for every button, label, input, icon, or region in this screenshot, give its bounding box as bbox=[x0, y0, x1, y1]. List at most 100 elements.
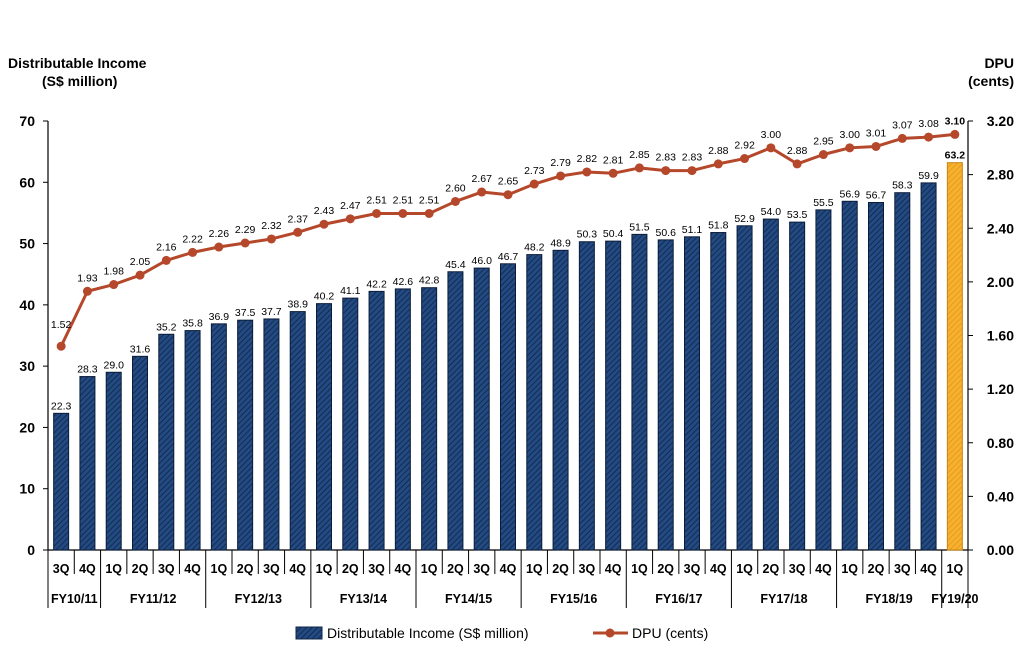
dpu-data-label: 1.93 bbox=[77, 272, 98, 284]
income-bar bbox=[631, 233, 648, 551]
quarter-label: 2Q bbox=[447, 562, 464, 576]
quarter-label: 4Q bbox=[79, 562, 96, 576]
quarter-label: 4Q bbox=[710, 562, 727, 576]
fiscal-year-label: FY17/18 bbox=[760, 592, 807, 606]
income-bar bbox=[552, 249, 569, 551]
dpu-marker bbox=[845, 143, 855, 153]
income-bar bbox=[684, 236, 700, 551]
right-tick-label: 2.00 bbox=[987, 274, 1014, 290]
fiscal-year-label: FY12/13 bbox=[235, 592, 282, 606]
dpu-data-label: 2.95 bbox=[813, 136, 834, 148]
fiscal-year-label: FY14/15 bbox=[445, 592, 492, 606]
dpu-data-label: 1.52 bbox=[51, 319, 72, 331]
quarter-label: 4Q bbox=[605, 562, 622, 576]
right-tick-label: 0.80 bbox=[987, 435, 1014, 451]
income-bar bbox=[920, 182, 937, 551]
dpu-data-label: 2.16 bbox=[156, 241, 177, 253]
income-data-label: 50.6 bbox=[655, 227, 676, 239]
dpu-data-label: 2.26 bbox=[209, 228, 230, 240]
income-data-label: 51.5 bbox=[629, 221, 650, 233]
quarter-label: 3Q bbox=[579, 562, 596, 576]
left-tick-label: 10 bbox=[19, 481, 35, 497]
income-data-label: 51.1 bbox=[682, 224, 703, 236]
left-tick-label: 50 bbox=[19, 236, 35, 252]
quarter-label: 4Q bbox=[920, 562, 937, 576]
income-bar bbox=[578, 241, 595, 551]
income-data-label: 31.6 bbox=[130, 343, 151, 355]
income-data-label: 50.4 bbox=[603, 228, 624, 240]
quarter-label: 1Q bbox=[421, 562, 438, 576]
dpu-marker bbox=[740, 154, 750, 164]
income-data-label: 58.3 bbox=[892, 180, 913, 192]
dpu-data-label: 2.88 bbox=[708, 145, 729, 157]
income-bar bbox=[368, 290, 385, 551]
income-bar bbox=[394, 288, 411, 551]
income-data-label: 42.6 bbox=[393, 276, 414, 288]
quarter-label: 4Q bbox=[184, 562, 201, 576]
income-data-label: 51.8 bbox=[708, 220, 729, 232]
right-tick-label: 1.60 bbox=[987, 328, 1014, 344]
dpu-line-layer bbox=[56, 129, 960, 351]
dpu-marker bbox=[818, 150, 828, 160]
dpu-marker bbox=[424, 209, 434, 219]
legend-marker-dpu bbox=[605, 628, 615, 638]
legend: Distributable Income (S$ million) DPU (c… bbox=[295, 625, 708, 641]
x-axis-layer: 3Q 4Q 1Q 2Q 3Q 4Q 1Q 2Q 3Q 4Q 1Q 2Q 3Q 4Q 1Q 2Q 3Q 4Q 1Q 2Q… bbox=[47, 550, 979, 608]
dpu-data-label: 2.67 bbox=[471, 173, 492, 185]
right-tick-label: 2.40 bbox=[987, 220, 1014, 236]
bars-layer bbox=[53, 162, 963, 551]
income-bar bbox=[946, 162, 963, 551]
right-tick-label: 3.20 bbox=[987, 113, 1014, 129]
dpu-data-label: 2.73 bbox=[524, 165, 545, 177]
income-data-label: 52.9 bbox=[734, 213, 755, 225]
income-data-label: 50.3 bbox=[577, 229, 598, 241]
fiscal-year-label: FY10/11 bbox=[51, 592, 98, 606]
dpu-marker bbox=[319, 219, 329, 229]
dpu-marker bbox=[897, 133, 907, 143]
dpu-marker bbox=[345, 214, 355, 224]
dpu-marker bbox=[477, 187, 487, 197]
income-bar bbox=[184, 330, 201, 551]
dpu-data-label: 3.00 bbox=[761, 129, 782, 141]
left-axis-title-line1: Distributable Income bbox=[8, 55, 147, 71]
income-data-label: 56.7 bbox=[866, 190, 887, 202]
quarter-label: 3Q bbox=[684, 562, 701, 576]
income-bar bbox=[762, 218, 779, 551]
income-bar bbox=[237, 319, 254, 551]
quarter-label: 4Q bbox=[395, 562, 412, 576]
left-tick-label: 0 bbox=[27, 542, 35, 558]
dpu-marker bbox=[529, 179, 539, 189]
income-bar bbox=[526, 254, 543, 551]
dpu-marker bbox=[634, 163, 644, 173]
quarter-label: 3Q bbox=[158, 562, 175, 576]
dpu-marker bbox=[161, 255, 171, 265]
right-tick-label: 0.00 bbox=[987, 542, 1014, 558]
income-bar bbox=[868, 202, 884, 551]
dpu-data-label: 2.43 bbox=[314, 205, 335, 217]
quarter-label: 3Q bbox=[368, 562, 385, 576]
income-data-label: 54.0 bbox=[761, 206, 782, 218]
dpu-marker bbox=[661, 166, 671, 176]
fiscal-year-label: FY18/19 bbox=[866, 592, 913, 606]
income-data-label: 36.9 bbox=[209, 311, 230, 323]
income-data-label: 22.3 bbox=[51, 400, 72, 412]
quarter-label: 1Q bbox=[316, 562, 333, 576]
dpu-marker bbox=[556, 171, 566, 181]
left-tick-label: 60 bbox=[19, 174, 35, 190]
income-data-label: 41.1 bbox=[340, 285, 361, 297]
income-bar bbox=[657, 239, 674, 551]
dpu-marker bbox=[214, 242, 224, 252]
income-bar bbox=[158, 333, 175, 551]
dpu-data-label: 2.51 bbox=[419, 195, 440, 207]
dpu-data-label: 2.05 bbox=[130, 256, 151, 268]
dpu-marker bbox=[924, 132, 934, 142]
quarter-label: 2Q bbox=[132, 562, 149, 576]
income-bar bbox=[894, 192, 911, 551]
income-data-label: 53.5 bbox=[787, 209, 808, 221]
dpu-marker bbox=[713, 159, 723, 169]
left-tick-label: 70 bbox=[19, 113, 35, 129]
income-data-label: 55.5 bbox=[813, 197, 834, 209]
income-data-label: 29.0 bbox=[103, 359, 124, 371]
quarter-label: 1Q bbox=[526, 562, 543, 576]
